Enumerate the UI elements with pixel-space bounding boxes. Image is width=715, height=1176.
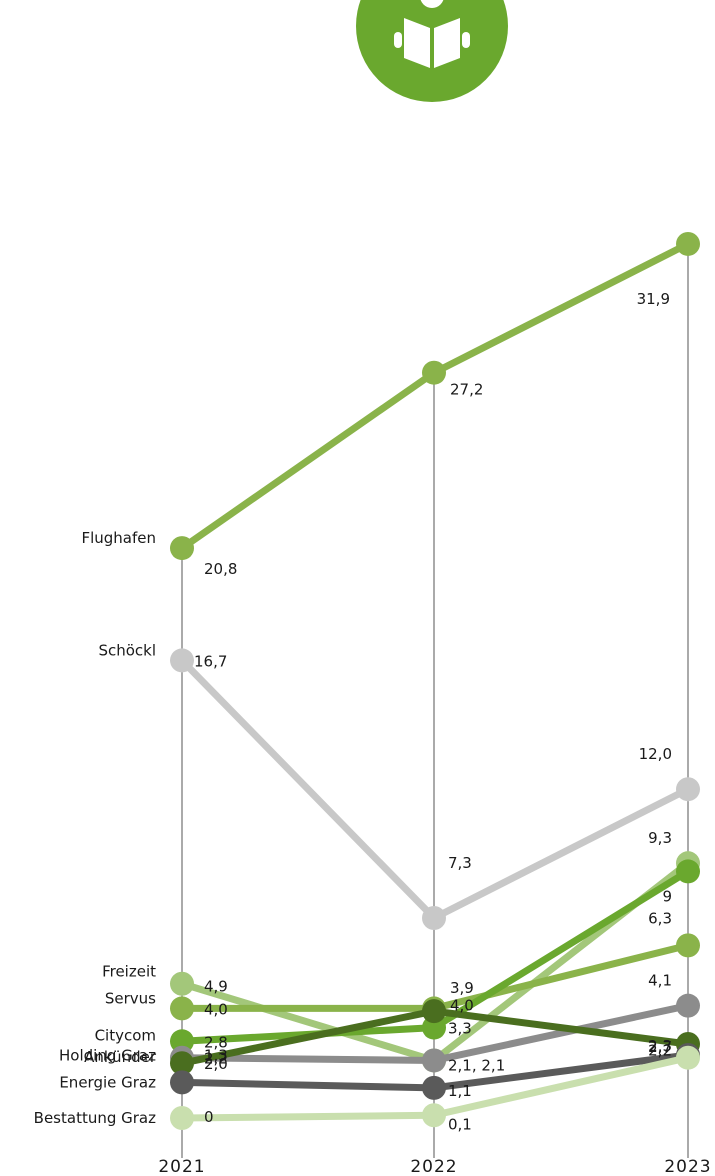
series-flughafen (170, 231, 700, 561)
data-point (170, 996, 194, 1021)
data-point (170, 1070, 194, 1095)
series-name-label: Energie Graz (59, 1073, 156, 1091)
data-point (422, 1048, 446, 1073)
data-label: 9 (662, 887, 672, 905)
series-name-label: Bestattung Graz (34, 1109, 156, 1127)
data-point (170, 971, 194, 996)
data-point (422, 1015, 446, 1040)
data-label: 1,1 (448, 1082, 472, 1100)
data-label: 2,2 (648, 1042, 672, 1060)
data-point (422, 1075, 446, 1100)
data-point (422, 360, 446, 385)
series-sch-ckl (170, 648, 700, 930)
labels-layer: 20,8 27,2 31,9 Flughafen 16,7 7,3 12,0 Schöckl 4… (34, 290, 672, 1133)
data-point (422, 999, 446, 1024)
data-point (422, 905, 446, 930)
series-name-label: Flughafen (81, 529, 156, 547)
data-point (422, 1103, 446, 1128)
data-label: 4,1 (648, 972, 672, 990)
series-name-label: Ankünder (84, 1048, 157, 1066)
series-citycom (170, 859, 700, 1054)
data-label: 7,3 (448, 854, 472, 872)
data-label: 20,8 (204, 560, 237, 578)
data-label: 2,8 (204, 1033, 228, 1051)
series-name-label: Freizeit (102, 963, 156, 981)
icon-badge (356, 0, 508, 102)
x-tick-label: 2023 (664, 1157, 711, 1176)
data-label: 2,3 (648, 1037, 672, 1055)
data-point (170, 648, 194, 673)
data-label: 4,0 (450, 996, 474, 1014)
data-label: 9,3 (648, 829, 672, 847)
data-point (170, 536, 194, 561)
data-label: 4,9 (204, 978, 228, 996)
data-point (676, 993, 700, 1018)
year-axis: 2021 2022 2023 (158, 1157, 711, 1176)
data-point (170, 1029, 194, 1054)
data-label: 16,7 (194, 652, 227, 670)
data-label: 31,9 (637, 290, 670, 308)
series-name-label: Schöckl (98, 641, 156, 659)
data-label: 2,7 (648, 1038, 672, 1056)
data-label: 3,9 (450, 979, 474, 997)
series-name-label: Servus (105, 989, 156, 1007)
data-label: 2,2 (204, 1050, 228, 1068)
data-label: 1,3 (204, 1046, 228, 1064)
series-line (178, 240, 692, 552)
data-point (676, 859, 700, 884)
series-line (178, 656, 692, 922)
data-label: 3,3 (448, 1020, 472, 1038)
data-point (170, 1051, 194, 1076)
data-point (676, 231, 700, 256)
data-label: 4,0 (204, 1000, 228, 1018)
series-name-label: Citycom (95, 1026, 156, 1044)
data-point (676, 933, 700, 958)
data-label: 2,0 (204, 1055, 228, 1073)
x-tick-label: 2022 (410, 1157, 457, 1176)
data-label: 12,0 (639, 745, 672, 763)
data-point (676, 1045, 700, 1070)
series-name-label: Holding Graz (59, 1047, 156, 1065)
reading-person-icon (394, 0, 470, 68)
header-icon (356, 0, 508, 102)
x-tick-label: 2021 (158, 1157, 205, 1176)
data-point (676, 777, 700, 802)
data-point (170, 1106, 194, 1130)
series-layer (170, 231, 700, 1130)
data-label: 2,1, 2,1 (448, 1056, 505, 1074)
data-label: 6,3 (648, 909, 672, 927)
data-label: 0,1 (448, 1115, 472, 1133)
data-label: 0 (204, 1108, 214, 1126)
series-bestattung-graz (170, 1045, 700, 1130)
data-label: 27,2 (450, 381, 483, 399)
